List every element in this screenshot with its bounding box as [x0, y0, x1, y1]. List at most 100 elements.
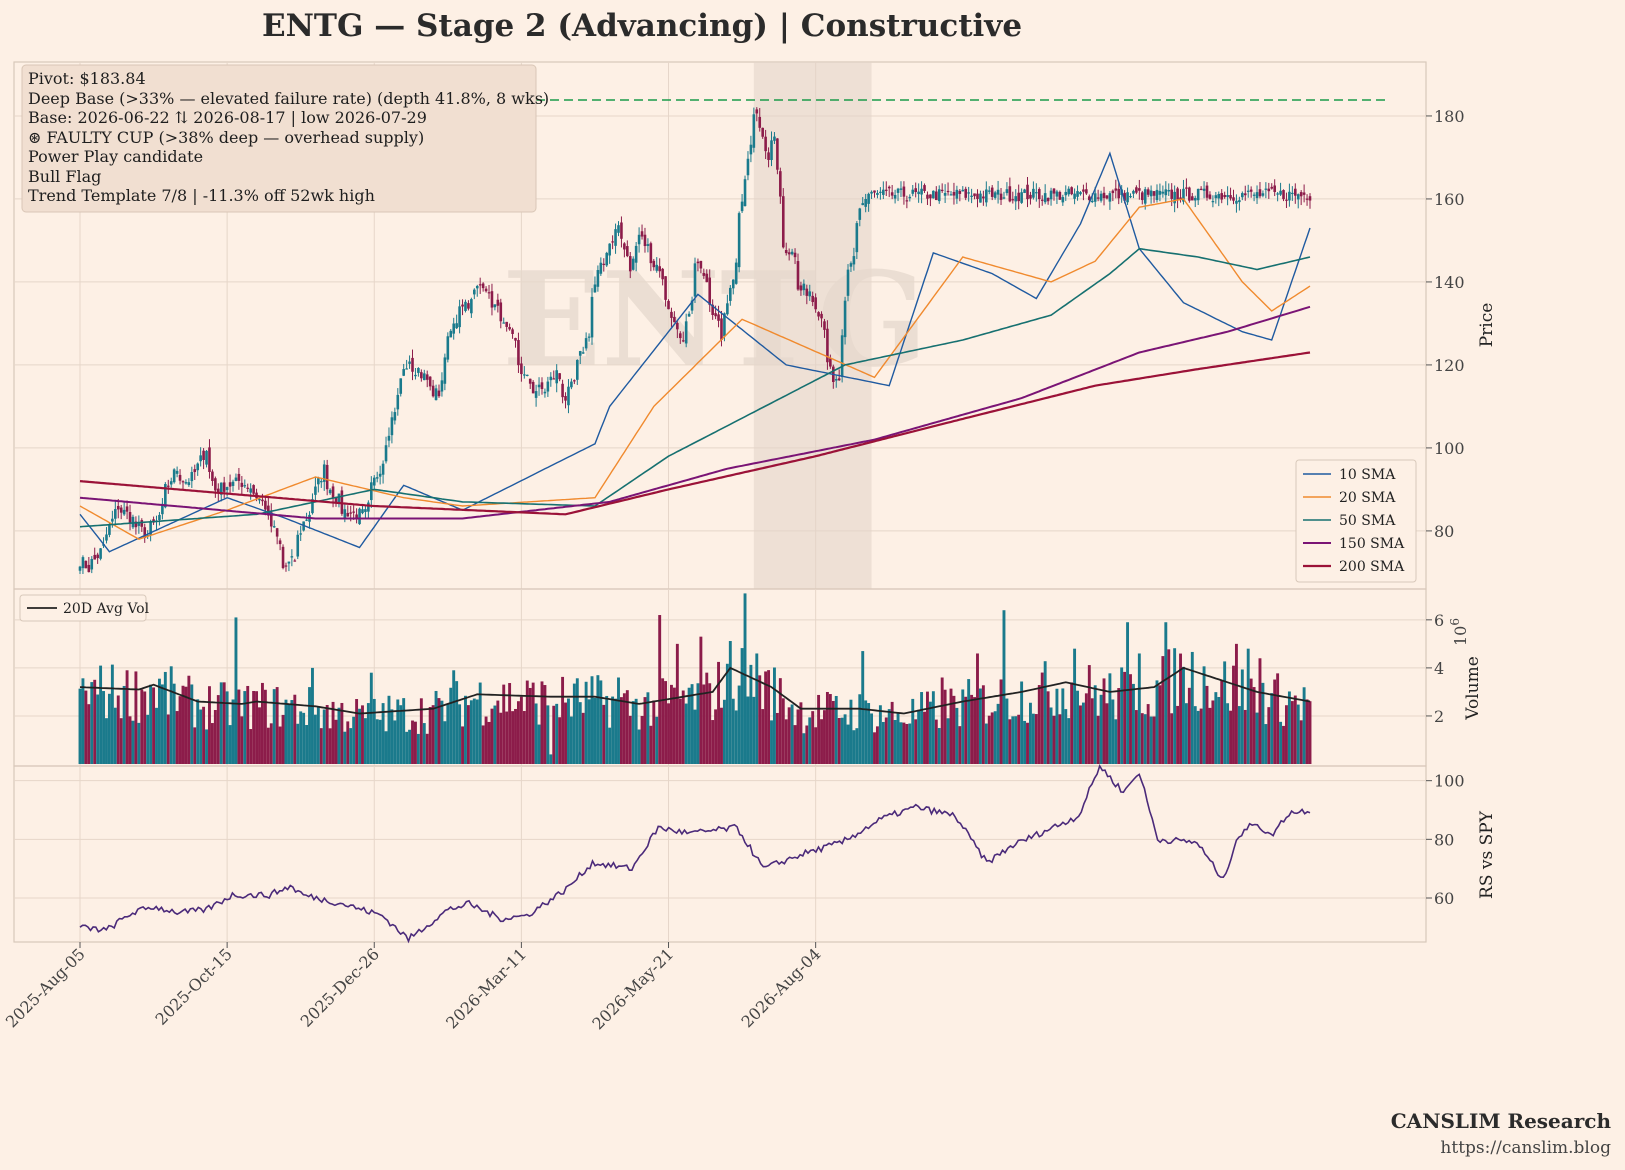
candle-body [458, 306, 461, 328]
candle-body [678, 333, 682, 339]
rs-tick-label: 60 [1434, 889, 1454, 908]
volume-bar [784, 719, 788, 764]
candle-body [684, 321, 688, 344]
candle-body [496, 299, 500, 306]
candle-body [890, 192, 894, 196]
candle-body [1261, 193, 1265, 196]
volume-bar [399, 705, 403, 764]
candle-body [796, 261, 800, 290]
volume-bar [331, 701, 335, 764]
volume-bar [981, 685, 985, 764]
volume-bar [814, 727, 818, 764]
candle-body [805, 288, 809, 296]
volume-bar [225, 691, 229, 764]
volume-bar [893, 720, 897, 764]
candle-body [1288, 191, 1291, 201]
candle-body [1064, 191, 1068, 196]
candle-body [1220, 193, 1224, 200]
volume-bar [1008, 719, 1012, 764]
candle-body [390, 417, 394, 436]
candle-body [1308, 196, 1312, 201]
volume-bar [402, 698, 406, 764]
candle-body [631, 258, 635, 270]
footer-brand: CANSLIM Research [1391, 1109, 1612, 1133]
candle-body [926, 194, 929, 199]
info-bull-flag: Bull Flag [28, 167, 101, 186]
candle-body [143, 527, 147, 538]
candle-body [573, 380, 576, 382]
candle-body [1158, 190, 1162, 195]
volume-bar [622, 693, 626, 764]
volume-bar [578, 702, 582, 764]
candle-body [408, 361, 411, 364]
volume-bar [843, 714, 847, 764]
volume-bar [93, 679, 97, 764]
candle-body [325, 464, 329, 490]
candle-body [608, 243, 611, 256]
volume-bar [231, 699, 235, 764]
volume-bar [422, 723, 426, 764]
volume-bar [996, 703, 1000, 764]
info-faulty-cup: ⊛ FAULTY CUP (>38% deep — overhead suppl… [28, 128, 424, 147]
volume-bar [770, 720, 773, 764]
candle-body [976, 193, 979, 199]
candle-body [779, 171, 782, 197]
candle-body [1040, 199, 1044, 201]
candle-body [979, 193, 982, 203]
candle-body [1255, 192, 1259, 199]
candle-body [752, 114, 756, 148]
volume-bar [1055, 688, 1059, 764]
volume-panel: 246 Volume 106 20D Avg Vol [13, 588, 1483, 767]
sma-line [79, 198, 1311, 540]
volume-bar [152, 687, 156, 764]
candle-body [105, 534, 108, 541]
candle-body [205, 450, 208, 465]
volume-bar [531, 682, 535, 764]
candle-body [558, 373, 561, 380]
volume-bar [355, 699, 359, 764]
volume-bar [567, 698, 570, 764]
candle-body [1273, 185, 1276, 192]
candle-body [452, 323, 456, 334]
candle-body [111, 518, 114, 522]
candle-body [893, 194, 897, 199]
candle-body [808, 291, 812, 297]
volume-bar [107, 693, 111, 764]
volume-bar [258, 707, 261, 764]
volume-bar [122, 685, 126, 764]
volume-bar [708, 683, 712, 764]
candle-body [690, 300, 694, 311]
sma-line [79, 247, 1311, 528]
candle-body [1032, 188, 1035, 198]
volume-bar [1017, 714, 1021, 764]
volume-bar [611, 696, 615, 764]
volume-bar [199, 709, 203, 764]
volume-bar [584, 681, 588, 764]
candle-body [578, 351, 582, 356]
volume-bar [461, 726, 464, 764]
volume-bar [78, 688, 82, 764]
volume-bar [490, 708, 494, 764]
candle-body [378, 473, 382, 477]
candle-body [996, 189, 1000, 195]
candle-body [1285, 199, 1288, 201]
volume-bar [187, 675, 191, 764]
candle-body [817, 312, 820, 317]
price-tick-label: 180 [1434, 107, 1465, 126]
volume-bar [734, 710, 738, 764]
volume-bar [337, 707, 341, 764]
candle-body [661, 268, 664, 280]
volume-bar [240, 716, 244, 764]
candle-body [287, 561, 291, 564]
candle-body [420, 372, 423, 379]
volume-bar [396, 699, 400, 764]
candle-body [743, 179, 747, 207]
volume-bar [1208, 707, 1212, 764]
volume-bar [755, 653, 759, 764]
candle-body [920, 188, 923, 195]
candle-body [1188, 187, 1191, 201]
candle-body [1185, 187, 1188, 189]
candle-body [290, 556, 294, 558]
candle-body [361, 509, 364, 514]
